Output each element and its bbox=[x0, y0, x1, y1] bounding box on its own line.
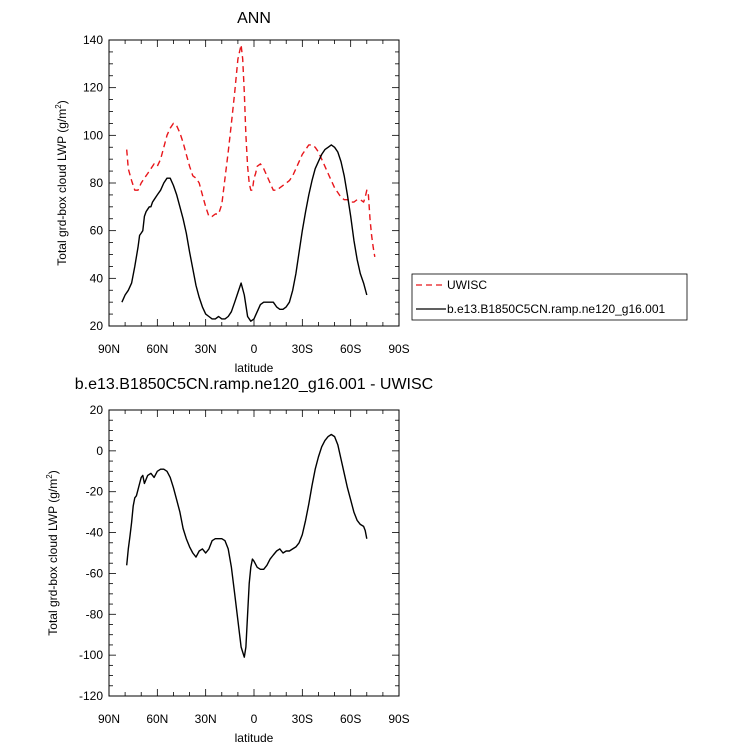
legend-label-model: b.e13.B1850C5CN.ramp.ne120_g16.001 bbox=[447, 302, 665, 316]
y-tick-label: 20 bbox=[90, 403, 104, 417]
y-tick-label: 100 bbox=[83, 128, 103, 142]
bottom-series bbox=[126, 433, 368, 658]
bottom-y-axis-label-close: ) bbox=[46, 470, 60, 474]
top-y-axis-label-main: Total grd-box cloud LWP (g/m bbox=[55, 109, 69, 266]
top-x-axis-label: latitude bbox=[235, 361, 274, 375]
y-tick-label: -40 bbox=[86, 526, 104, 540]
y-tick-label: 40 bbox=[90, 271, 104, 285]
y-tick-label: -120 bbox=[79, 689, 103, 703]
y-tick-label: 140 bbox=[83, 33, 103, 47]
top-y-axis-label: Total grd-box cloud LWP (g/m2) bbox=[54, 100, 69, 265]
bottom-x-axis-label: latitude bbox=[235, 731, 274, 745]
bottom-y-axis-label: Total grd-box cloud LWP (g/m2) bbox=[45, 470, 60, 635]
x-tick-label: 30N bbox=[195, 712, 217, 726]
x-tick-label: 60N bbox=[146, 712, 168, 726]
bottom-y-axis-label-sup: 2 bbox=[45, 474, 54, 479]
x-tick-label: 60S bbox=[340, 342, 361, 356]
x-tick-label: 0 bbox=[251, 712, 258, 726]
x-tick-label: 90S bbox=[388, 342, 409, 356]
series-line-difference bbox=[126, 433, 368, 658]
x-tick-label: 90S bbox=[388, 712, 409, 726]
bottom-ticks bbox=[108, 409, 400, 697]
x-tick-label: 90N bbox=[98, 712, 120, 726]
y-tick-label: 0 bbox=[96, 444, 103, 458]
bottom-plot-frame bbox=[108, 409, 400, 697]
bottom-panel: b.e13.B1850C5CN.ramp.ne120_g16.001 - UWI… bbox=[45, 376, 433, 745]
top-x-tick-labels: 90N 60N 30N 0 30S 60S 90S bbox=[98, 342, 410, 356]
x-tick-label: 30S bbox=[292, 712, 313, 726]
y-tick-label: -80 bbox=[86, 607, 104, 621]
y-tick-label: -100 bbox=[79, 648, 103, 662]
legend: UWISC b.e13.B1850C5CN.ramp.ne120_g16.001 bbox=[411, 273, 688, 321]
x-tick-label: 90N bbox=[98, 342, 120, 356]
top-y-axis-label-close: ) bbox=[55, 100, 69, 104]
bottom-title: b.e13.B1850C5CN.ramp.ne120_g16.001 - UWI… bbox=[75, 376, 433, 393]
top-y-tick-labels: 20 40 60 80 100 120 140 bbox=[83, 33, 103, 333]
y-tick-label: 80 bbox=[90, 176, 104, 190]
y-tick-label: -20 bbox=[86, 485, 104, 499]
x-tick-label: 30N bbox=[195, 342, 217, 356]
top-y-axis-label-sup: 2 bbox=[54, 104, 63, 109]
x-tick-label: 60N bbox=[146, 342, 168, 356]
series-line-b-e13-b1850c5cn-ramp-ne120-g16-001 bbox=[121, 144, 368, 322]
y-tick-label: 60 bbox=[90, 224, 104, 238]
y-tick-label: -60 bbox=[86, 566, 104, 580]
bottom-y-tick-labels: -120 -100 -80 -60 -40 -20 0 20 bbox=[79, 403, 103, 703]
bottom-y-axis-label-main: Total grd-box cloud LWP (g/m bbox=[46, 479, 60, 636]
series-line-uwisc bbox=[126, 44, 376, 258]
legend-box bbox=[411, 273, 688, 321]
y-tick-label: 20 bbox=[90, 319, 104, 333]
top-series bbox=[121, 44, 376, 322]
x-tick-label: 30S bbox=[292, 342, 313, 356]
x-tick-label: 0 bbox=[251, 342, 258, 356]
y-tick-label: 120 bbox=[83, 81, 103, 95]
top-ticks bbox=[108, 39, 400, 327]
top-title: ANN bbox=[237, 10, 271, 27]
bottom-x-tick-labels: 90N 60N 30N 0 30S 60S 90S bbox=[98, 712, 410, 726]
legend-label-uwisc: UWISC bbox=[447, 278, 487, 292]
x-tick-label: 60S bbox=[340, 712, 361, 726]
